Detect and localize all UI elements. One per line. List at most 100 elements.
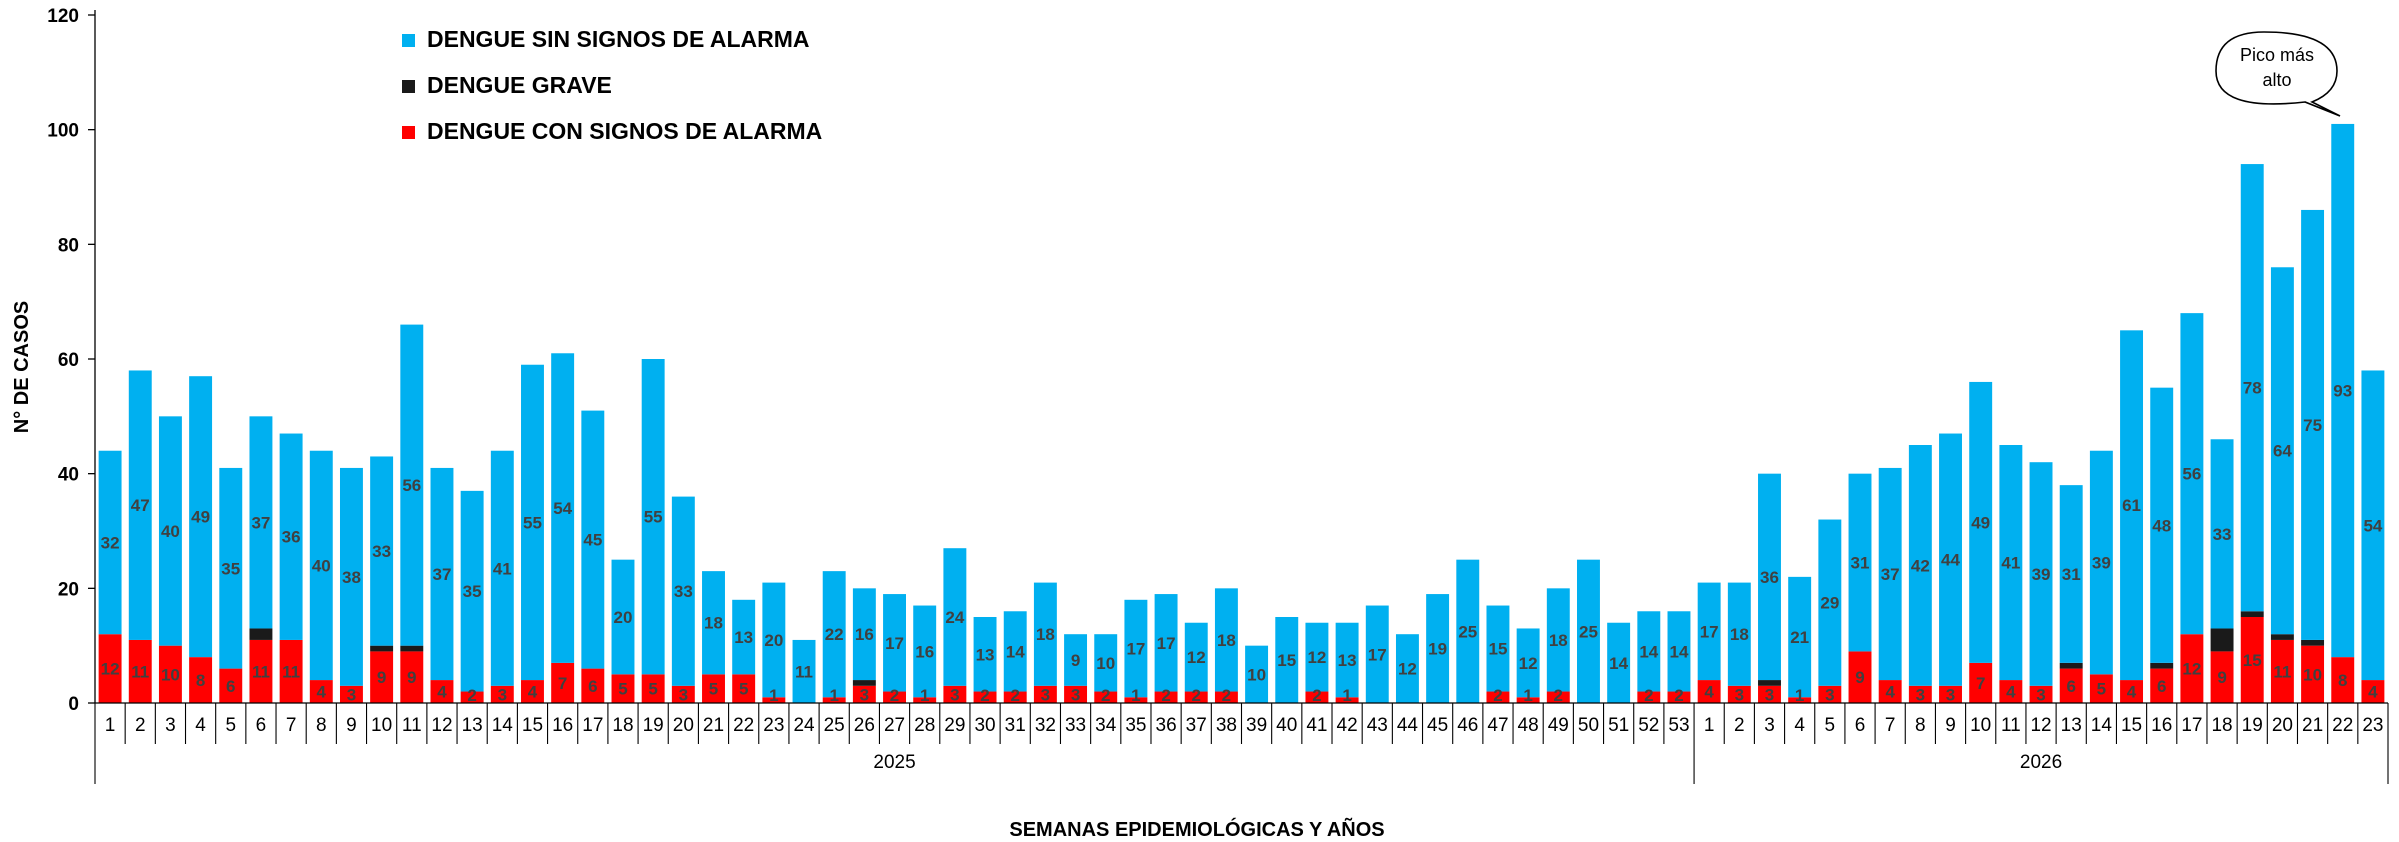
bar-con-signos	[1878, 680, 1902, 703]
bar-con-signos	[219, 668, 243, 703]
x-tick-label: 21	[703, 715, 724, 736]
bar-sin-signos	[1245, 645, 1269, 703]
bar-con-signos	[2089, 674, 2113, 703]
x-tick-label: 6	[1855, 715, 1866, 736]
bar-con-signos	[641, 674, 665, 703]
bar-con-signos	[2240, 617, 2264, 703]
peak-callout: Pico más alto	[2215, 31, 2341, 117]
bar-con-signos	[883, 691, 906, 703]
x-tick-label: 14	[2091, 715, 2113, 736]
data-label-con: 5	[709, 680, 718, 699]
bar-con-signos	[671, 685, 695, 703]
data-label-sin: 31	[1851, 554, 1870, 573]
bar-sin-signos	[1878, 467, 1902, 681]
data-label-con: 7	[558, 674, 567, 693]
data-label-sin: 36	[1760, 568, 1779, 587]
x-tick-label: 23	[763, 715, 784, 736]
data-label-sin: 32	[101, 533, 120, 552]
data-label-sin: 78	[2243, 379, 2262, 398]
data-label-sin: 10	[1096, 654, 1115, 673]
data-label-sin: 21	[1790, 628, 1809, 647]
data-label-con: 2	[1312, 686, 1321, 705]
data-label-sin: 20	[614, 608, 633, 627]
data-label-sin: 17	[1157, 634, 1176, 653]
data-label-sin: 55	[644, 508, 663, 527]
x-tick-label: 20	[673, 715, 694, 736]
data-label-con: 9	[2217, 668, 2226, 687]
data-label-sin: 49	[191, 508, 210, 527]
x-tick-label: 13	[2061, 715, 2082, 736]
x-tick-label: 42	[1337, 715, 1358, 736]
data-label-sin: 64	[2273, 442, 2292, 461]
data-label-sin: 61	[2122, 496, 2141, 515]
x-tick-label: 10	[1970, 715, 1991, 736]
data-label-sin: 56	[402, 476, 421, 495]
data-label-sin: 35	[463, 582, 482, 601]
data-label-con: 5	[2097, 680, 2106, 699]
bar-sin-signos	[1577, 559, 1600, 703]
bar-con-signos	[521, 680, 544, 703]
bar-sin-signos	[2361, 370, 2385, 681]
bar-grave	[249, 628, 273, 640]
data-label-con: 2	[1674, 686, 1683, 705]
bar-con-signos	[158, 645, 182, 703]
y-tick-label: 120	[47, 6, 79, 27]
data-label-con: 2	[1161, 686, 1170, 705]
bar-con-signos	[1124, 697, 1148, 703]
data-label-sin: 25	[1579, 622, 1598, 641]
data-label-con: 4	[1704, 683, 1714, 702]
data-label-con: 1	[1131, 686, 1140, 705]
bar-grave	[2059, 662, 2083, 669]
bar-con-signos	[1758, 685, 1781, 703]
bar-con-signos	[189, 657, 213, 703]
bar-sin-signos	[1154, 594, 1178, 692]
bar-con-signos	[2150, 668, 2174, 703]
data-label-sin: 37	[433, 565, 452, 584]
x-tick-label: 15	[522, 715, 543, 736]
bar-sin-signos	[1275, 617, 1299, 703]
data-label-sin: 13	[1338, 651, 1357, 670]
bar-con-signos	[128, 639, 152, 703]
data-label-con: 4	[528, 683, 538, 702]
y-tick-label: 80	[58, 235, 79, 256]
bar-sin-signos	[2331, 123, 2355, 658]
data-label-sin: 9	[1071, 651, 1080, 670]
bar-sin-signos	[1546, 588, 1570, 692]
bar-con-signos	[611, 674, 635, 703]
data-label-con: 2	[980, 686, 989, 705]
data-label-con: 1	[829, 686, 838, 705]
x-tick-label: 9	[1945, 715, 1956, 736]
data-label-sin: 17	[1126, 640, 1145, 659]
bar-con-signos	[1637, 691, 1661, 703]
data-label-sin: 24	[945, 608, 964, 627]
bar-con-signos	[1335, 697, 1359, 703]
bar-con-signos	[1214, 691, 1238, 703]
data-label-sin: 37	[1881, 565, 1900, 584]
x-tick-label: 44	[1397, 715, 1419, 736]
bar-con-signos	[400, 651, 424, 703]
data-label-sin: 12	[1187, 648, 1206, 667]
bar-con-signos	[1848, 651, 1872, 703]
bar-con-signos	[1003, 691, 1027, 703]
bar-sin-signos	[1637, 611, 1661, 692]
bar-con-signos	[2059, 668, 2083, 703]
x-tick-label: 12	[2030, 715, 2051, 736]
data-label-sin: 93	[2333, 382, 2352, 401]
data-label-sin: 75	[2303, 416, 2322, 435]
data-label-sin: 17	[1368, 645, 1387, 664]
y-tick-label: 20	[58, 579, 79, 600]
bar-con-signos	[732, 674, 756, 703]
data-label-con: 11	[252, 662, 270, 681]
data-label-con: 3	[1946, 685, 1955, 704]
bar-sin-signos	[581, 410, 605, 669]
bar-con-signos	[1727, 685, 1751, 703]
bar-sin-signos	[1365, 605, 1389, 703]
bars: 3212471140104983563711361140438333956937…	[98, 123, 2385, 705]
y-tick-label: 60	[58, 350, 79, 371]
data-label-con: 11	[2273, 662, 2291, 681]
x-tick-label: 26	[854, 715, 875, 736]
y-tick-label: 40	[58, 465, 79, 486]
data-label-con: 5	[739, 680, 748, 699]
data-label-sin: 54	[553, 499, 572, 518]
data-label-con: 3	[1916, 685, 1925, 704]
